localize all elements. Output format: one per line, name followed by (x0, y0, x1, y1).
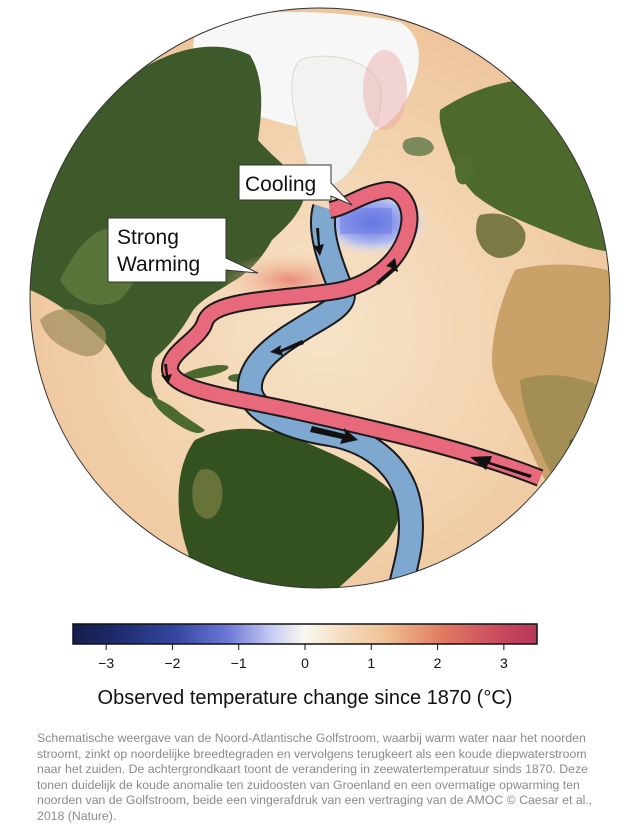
iceland-island (402, 137, 434, 156)
central-america-land (150, 395, 205, 433)
colorbar-gradient (72, 623, 538, 645)
amoc-figure: Cooling Strong Warming −3 −2 −1 0 1 2 3 Observ… (29, 7, 611, 709)
globe-outline (29, 7, 611, 589)
greenland-land (291, 55, 382, 187)
africa-rainforest (568, 436, 610, 504)
colorbar-tick-label: 0 (301, 655, 309, 671)
colorbar-ticks: −3 −2 −1 0 1 2 3 (98, 644, 508, 671)
arrow-eastward-deep (310, 426, 358, 444)
cooling-callout-box (238, 164, 353, 206)
flow-arrows (161, 228, 532, 478)
cooling-callout: Cooling (238, 164, 353, 206)
british-isles (455, 155, 474, 185)
strong-warming-label-line1: Strong (117, 226, 179, 249)
north-america-arid (40, 309, 106, 357)
south-america-land (178, 428, 399, 588)
colorbar-tick-label: −1 (231, 655, 247, 671)
globe (30, 8, 610, 588)
cooling-label: Cooling (245, 173, 316, 196)
colorbar-title: Observed temperature change since 1870 (… (98, 687, 513, 709)
arctic-warm-patches (363, 50, 407, 130)
warm-surface-current-fill (163, 183, 543, 485)
cuba-island (181, 365, 229, 379)
arrow-caribbean (161, 364, 172, 384)
colorbar-tick-label: 2 (434, 655, 442, 671)
arrow-south-labrador (313, 228, 324, 256)
arrow-westward-equatorial (470, 456, 532, 478)
colorbar-tick-label: 1 (367, 655, 375, 671)
south-america-highlands (192, 469, 223, 519)
colorbar-tick-label: 3 (500, 655, 508, 671)
colorbar-tick-label: −3 (98, 655, 114, 671)
arrow-south-deep-west (270, 340, 304, 356)
strong-warming-callout: Strong Warming (107, 217, 259, 283)
arrow-north-gulfstream (376, 258, 398, 285)
figure-caption: Schematische weergave van de Noord-Atlan… (37, 731, 593, 823)
colorbar: −3 −2 −1 0 1 2 3 Observed temperature change s… (72, 623, 538, 709)
colorbar-tick-label: −2 (164, 655, 180, 671)
iberia-land (476, 213, 526, 258)
strong-warming-label-line2: Warming (117, 253, 200, 276)
strong-warming-callout-box (107, 217, 259, 283)
